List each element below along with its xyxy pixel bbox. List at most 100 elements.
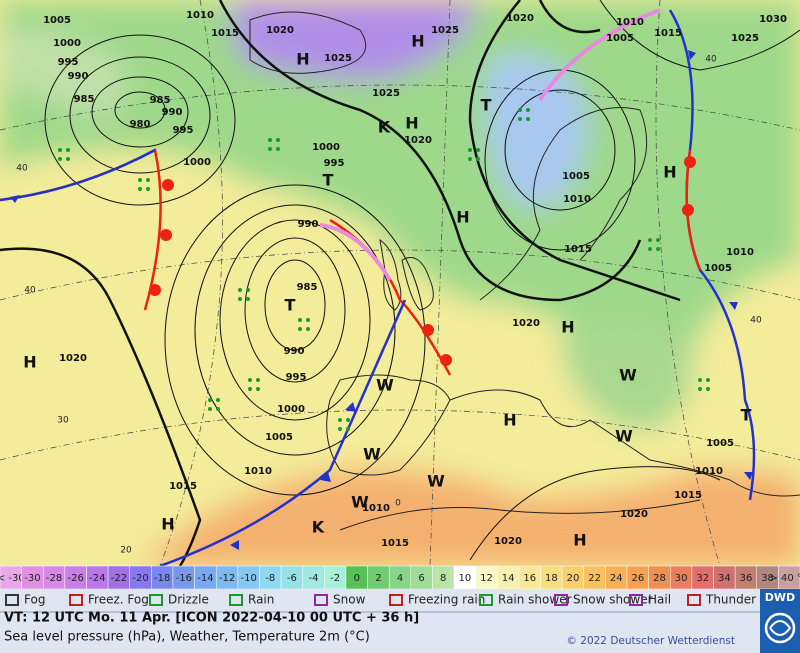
pressure-label: 1025	[324, 53, 352, 64]
pressure-label: 1015	[674, 490, 702, 501]
scale-label: > 40 °C	[769, 573, 800, 584]
pressure-label: 985	[297, 282, 318, 293]
scale-label: -30	[24, 573, 40, 584]
pressure-label: 1000	[277, 404, 305, 415]
symbol-icon	[629, 594, 643, 606]
rain-symbol	[648, 238, 652, 242]
scale-label: -24	[89, 573, 105, 584]
rain-symbol	[216, 407, 220, 411]
symbol-label: Rain shower	[498, 593, 572, 607]
symbol-icon	[687, 594, 701, 606]
rain-symbol	[268, 138, 272, 142]
rain-symbol	[298, 327, 302, 331]
cold-front-atlantic	[159, 299, 407, 566]
symbol-label: Drizzle	[168, 593, 209, 607]
pressure-label: 1025	[372, 88, 400, 99]
pressure-label: 995	[286, 372, 307, 383]
front-triangles	[10, 50, 753, 550]
symbol-icon	[5, 594, 19, 606]
pressure-center: K	[312, 518, 325, 537]
scale-label: 38	[761, 573, 774, 584]
map-area: 1005100099599098598098599099510001010101…	[0, 0, 800, 566]
scale-label: 30	[675, 573, 688, 584]
pressure-label: 1020	[266, 25, 294, 36]
pressure-center: H	[411, 32, 424, 51]
rain-symbol	[338, 427, 342, 431]
rain-symbol	[346, 418, 350, 422]
pressure-label: 995	[58, 57, 79, 68]
temperature-field	[0, 0, 800, 566]
pressure-label: 1020	[620, 509, 648, 520]
pressure-center: H	[561, 318, 574, 337]
temperature-scale: < -30 -30 -28 -26 -24 -22 -20 -18 -16 -14 -12 -10 -8…	[0, 565, 800, 590]
pressure-center: T	[741, 406, 752, 425]
scale-label: -14	[197, 573, 213, 584]
symbol-label: Rain	[248, 593, 274, 607]
pressure-center: T	[481, 96, 492, 115]
dwd-logo-ring	[764, 612, 796, 644]
rain-symbol	[248, 387, 252, 391]
scale-label: -10	[240, 573, 256, 584]
temperature-label: 40	[750, 316, 762, 326]
scale-label: -12	[219, 573, 235, 584]
pressure-label: 1000	[183, 157, 211, 168]
rain-symbol	[246, 288, 250, 292]
pressure-label: 990	[68, 71, 89, 82]
dwd-logo-text: DWD	[765, 591, 795, 604]
pressure-center: W	[351, 493, 369, 512]
rain-symbol	[346, 427, 350, 431]
rain-symbol	[518, 108, 522, 112]
rain-symbol	[648, 247, 652, 251]
scale-label: 20	[567, 573, 580, 584]
symbol-icon	[554, 594, 568, 606]
pressure-label: 990	[298, 219, 319, 230]
pressure-label: 990	[162, 107, 183, 118]
rain-symbol	[276, 138, 280, 142]
front-semicircles	[149, 156, 696, 366]
pressure-label: 1030	[759, 14, 787, 25]
rain-symbol	[246, 297, 250, 301]
scale-label: 10	[458, 573, 471, 584]
scale-label: 32	[696, 573, 709, 584]
rain-symbol	[66, 148, 70, 152]
temperature-label: 30	[57, 416, 69, 426]
scale-label: 24	[610, 573, 623, 584]
symbol-icon	[69, 594, 83, 606]
pressure-label: 1005	[606, 33, 634, 44]
rain-symbol	[656, 238, 660, 242]
rain-symbol	[138, 178, 142, 182]
copyright: © 2022 Deutscher Wetterdienst	[566, 635, 735, 647]
pressure-label: 1020	[512, 318, 540, 329]
rain-symbol	[138, 187, 142, 191]
temperature-label: 40	[705, 55, 717, 65]
pressure-center: W	[615, 427, 633, 446]
occluded-front-uk	[319, 223, 392, 282]
pressure-center: H	[573, 531, 586, 550]
rain-symbol	[256, 378, 260, 382]
pressure-label: 995	[173, 125, 194, 136]
pressure-label: 1005	[43, 15, 71, 26]
isobars-1020	[0, 0, 681, 566]
pressure-label: 1010	[695, 466, 723, 477]
scale-label: -26	[68, 573, 84, 584]
symbol-icon	[149, 594, 163, 606]
rain-symbol	[256, 387, 260, 391]
pressure-label: 1015	[654, 28, 682, 39]
scale-label: -28	[46, 573, 62, 584]
scale-label: 22	[588, 573, 601, 584]
pressure-label: 1025	[731, 33, 759, 44]
scale-label: 6	[418, 573, 424, 584]
symbol-legend: Fog Freez. Fog Drizzle Rain Snow Freezing rai…	[5, 593, 795, 607]
rain-symbol	[58, 157, 62, 161]
pressure-label: 1015	[211, 28, 239, 39]
rain-symbol	[526, 117, 530, 121]
pressure-center: H	[296, 50, 309, 69]
rain-symbol	[468, 148, 472, 152]
scale-label: 34	[718, 573, 731, 584]
pressure-label: 1005	[562, 171, 590, 182]
pressure-label: 1020	[59, 353, 87, 364]
scale-label: -8	[265, 573, 275, 584]
pressure-label: 995	[324, 158, 345, 169]
occluded-front	[538, 8, 661, 102]
pressure-label: 1015	[381, 538, 409, 549]
